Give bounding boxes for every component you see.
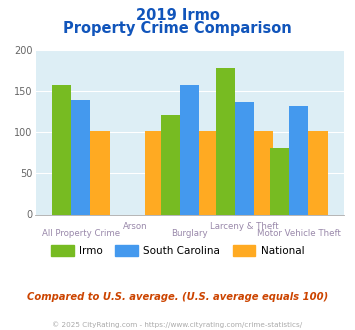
Text: Compared to U.S. average. (U.S. average equals 100): Compared to U.S. average. (U.S. average …: [27, 292, 328, 302]
Bar: [145, 131, 164, 214]
Text: Property Crime Comparison: Property Crime Comparison: [63, 21, 292, 36]
Bar: [91, 131, 110, 214]
Bar: [161, 115, 180, 214]
Bar: [200, 131, 219, 214]
Bar: [180, 85, 200, 214]
Text: Motor Vehicle Theft: Motor Vehicle Theft: [257, 229, 341, 238]
Text: All Property Crime: All Property Crime: [42, 229, 120, 238]
Text: Larceny & Theft: Larceny & Theft: [210, 222, 279, 231]
Bar: [308, 131, 328, 214]
Bar: [235, 102, 254, 214]
Legend: Irmo, South Carolina, National: Irmo, South Carolina, National: [47, 241, 308, 260]
Bar: [216, 68, 235, 214]
Bar: [52, 85, 71, 214]
Text: Arson: Arson: [123, 222, 148, 231]
Text: © 2025 CityRating.com - https://www.cityrating.com/crime-statistics/: © 2025 CityRating.com - https://www.city…: [53, 322, 302, 328]
Bar: [71, 100, 91, 214]
Text: Burglary: Burglary: [171, 229, 208, 238]
Bar: [254, 131, 273, 214]
Text: 2019 Irmo: 2019 Irmo: [136, 8, 219, 23]
Bar: [289, 106, 308, 214]
Bar: [270, 148, 289, 214]
